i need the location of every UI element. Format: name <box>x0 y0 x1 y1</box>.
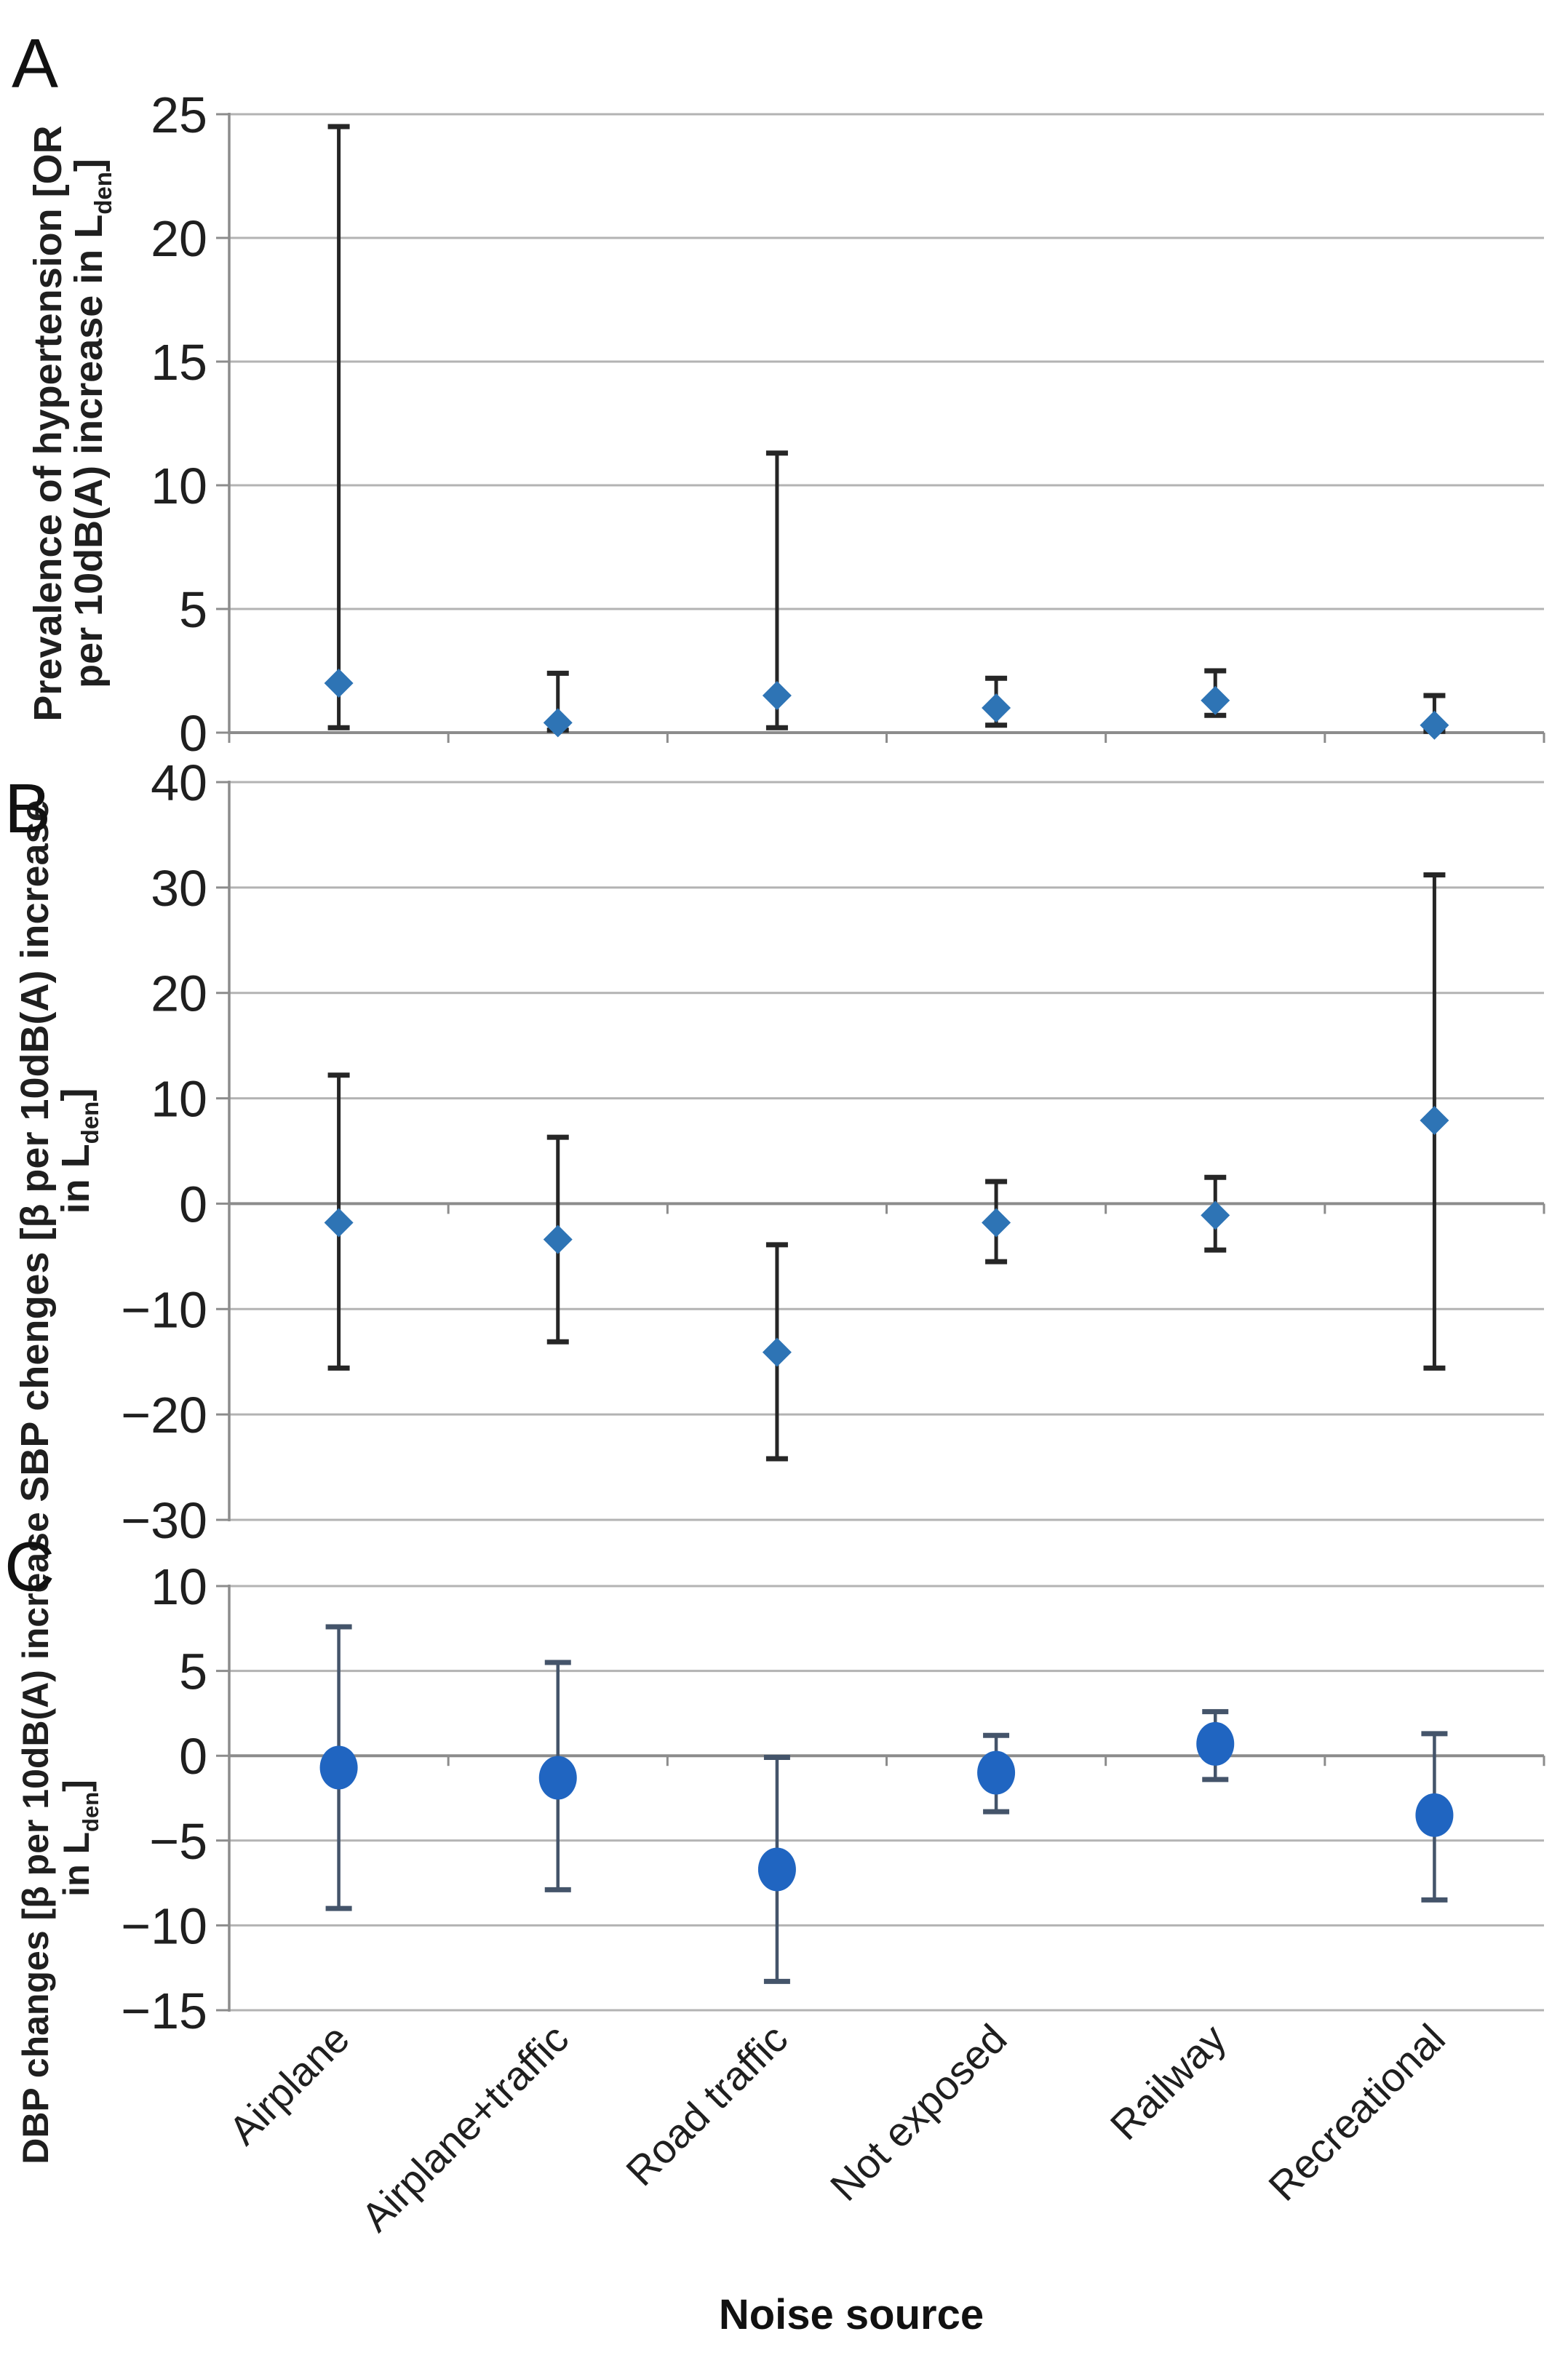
panel-b-letter: B <box>4 770 52 848</box>
y-tick-label: 25 <box>151 87 207 143</box>
marker-diamond <box>1420 1105 1449 1135</box>
y-tick-label: 15 <box>151 334 207 391</box>
y-tick-label: 40 <box>151 754 207 811</box>
marker-diamond <box>982 693 1011 722</box>
y-tick-label: 0 <box>179 705 207 762</box>
y-tick-label: −30 <box>121 1492 207 1549</box>
marker-circle <box>538 1756 577 1800</box>
y-axis-title: in Lden] <box>54 1088 103 1214</box>
y-tick-label: 10 <box>151 1558 207 1615</box>
y-tick-label: −10 <box>121 1897 207 1954</box>
category-label: Road traffic <box>617 2015 796 2194</box>
category-label: Recreational <box>1259 2015 1454 2210</box>
y-tick-label: 5 <box>179 581 207 638</box>
marker-diamond <box>762 1337 792 1367</box>
x-axis-title: Noise source <box>718 2291 984 2338</box>
category-label: Airplane <box>220 2015 358 2154</box>
marker-diamond <box>762 681 792 710</box>
y-tick-label: −15 <box>121 1983 207 2039</box>
y-tick-label: 5 <box>179 1644 207 1700</box>
y-axis-title: SBP chenges [β per 10dB(A) increase <box>13 800 57 1502</box>
marker-circle <box>757 1847 796 1892</box>
marker-circle <box>977 1750 1016 1795</box>
marker-circle <box>1196 1721 1235 1766</box>
category-label: Airplane+traffic <box>352 2015 577 2240</box>
y-axis-title: DBP changes [β per 10dB(A) increase <box>15 1512 56 2164</box>
marker-diamond <box>1201 685 1230 715</box>
marker-diamond <box>1201 1200 1230 1230</box>
y-tick-label: 10 <box>151 458 207 514</box>
y-tick-label: 20 <box>151 210 207 267</box>
marker-diamond <box>543 708 573 738</box>
marker-circle <box>319 1745 358 1790</box>
y-axis-title: per 10dB(A) increase in Lden] <box>67 159 116 688</box>
category-label: Railway <box>1102 2015 1235 2148</box>
y-tick-label: 30 <box>151 860 207 917</box>
y-tick-label: −20 <box>121 1387 207 1443</box>
marker-diamond <box>982 1208 1011 1238</box>
category-label: Not exposed <box>821 2015 1016 2210</box>
y-axis-title: in Lden] <box>56 1780 103 1897</box>
y-tick-label: 20 <box>151 965 207 1022</box>
marker-diamond <box>324 1208 354 1238</box>
y-tick-label: 0 <box>179 1728 207 1785</box>
marker-diamond <box>543 1224 573 1254</box>
y-axis-title: Prevalence of hypertension [OR <box>26 125 70 721</box>
marker-diamond <box>324 669 354 698</box>
panel-c-letter: C <box>4 1528 55 1606</box>
y-tick-label: 0 <box>179 1176 207 1232</box>
marker-circle <box>1415 1793 1454 1837</box>
panel-a-letter: A <box>12 25 59 103</box>
marker-diamond <box>1420 710 1449 740</box>
y-tick-label: −10 <box>121 1281 207 1338</box>
y-tick-label: −5 <box>149 1813 207 1870</box>
y-tick-label: 10 <box>151 1071 207 1128</box>
